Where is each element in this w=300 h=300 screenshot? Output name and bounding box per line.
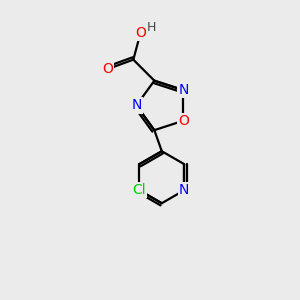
Text: N: N	[131, 98, 142, 112]
Text: O: O	[135, 26, 146, 40]
Text: N: N	[179, 183, 190, 197]
Text: O: O	[178, 114, 189, 128]
Text: Cl: Cl	[132, 183, 146, 197]
Text: N: N	[178, 83, 189, 97]
Text: O: O	[102, 62, 113, 76]
Text: H: H	[147, 21, 156, 34]
